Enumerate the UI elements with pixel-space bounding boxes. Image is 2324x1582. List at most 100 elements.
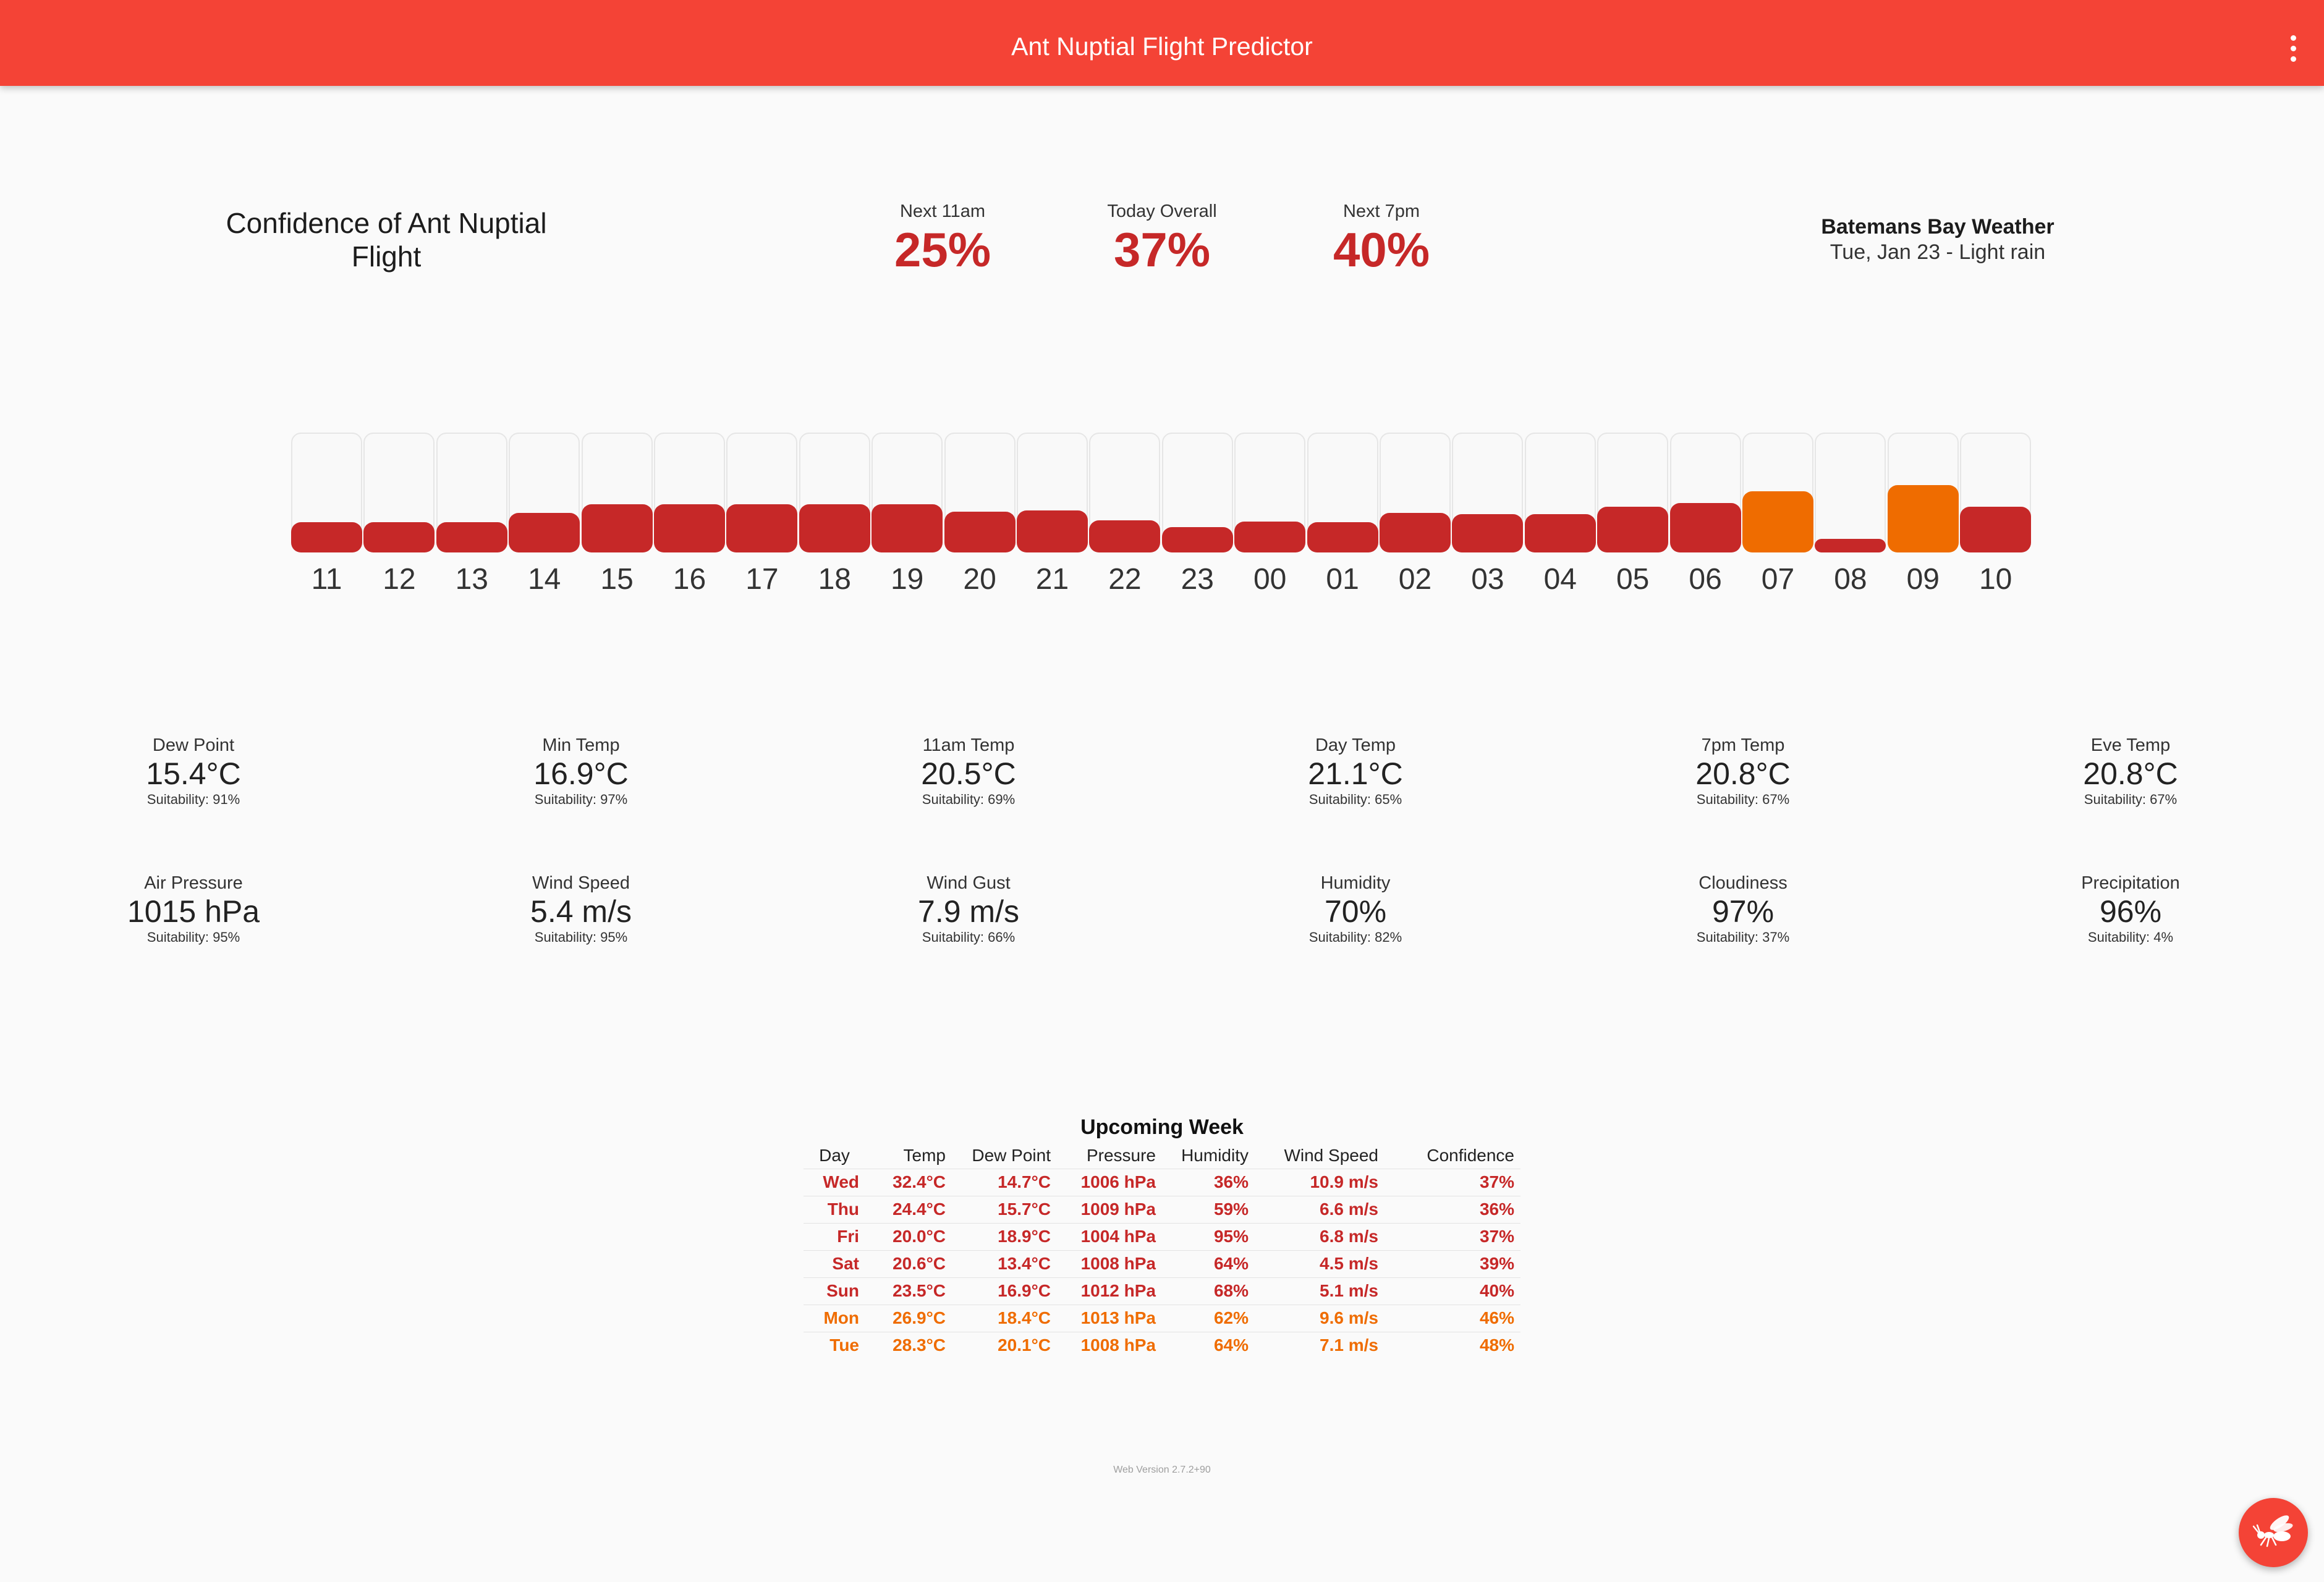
metric-next-11am: Next 11am 25% [850, 201, 1035, 277]
table-cell: 1006 hPa [1057, 1168, 1162, 1196]
stat-suitability: Suitability: 4% [2087, 929, 2174, 945]
table-cell: 6.8 m/s [1255, 1222, 1385, 1250]
hour-confidence-bar [581, 504, 653, 552]
table-row: Fri 20.0°C 18.9°C 1004 hPa 95% 6.8 m/s 37% [804, 1222, 1520, 1250]
table-cell: 62% [1162, 1304, 1255, 1332]
stat-cloudiness: Cloudiness 97% Suitability: 37% [1613, 873, 1873, 945]
stat-suitability: Suitability: 97% [534, 792, 628, 807]
table-row: Wed 32.4°C 14.7°C 1006 hPa 36% 10.9 m/s 37% [804, 1168, 1520, 1196]
stat-suitability: Suitability: 65% [1308, 792, 1402, 807]
table-cell: 13.4°C [952, 1250, 1057, 1277]
hour-label: 06 [1689, 563, 1722, 596]
more-vert-icon[interactable] [2278, 30, 2308, 67]
stat-suitability: Suitability: 91% [146, 792, 240, 807]
upcoming-week: Upcoming Week Day Temp Dew Point Pressur… [804, 1115, 1520, 1359]
stat-label: Air Pressure [144, 873, 243, 893]
table-cell: Thu [804, 1195, 865, 1223]
hour-label: 16 [672, 563, 706, 596]
stat-min-temp: Min Temp 16.9°C Suitability: 97% [451, 735, 711, 808]
stat-suitability: Suitability: 95% [534, 929, 628, 945]
hour-confidence-bar [1960, 507, 2032, 552]
app-title: Ant Nuptial Flight Predictor [1011, 32, 1313, 61]
hour-label: 12 [383, 563, 416, 596]
hour-confidence-bar [1161, 527, 1233, 552]
flying-ant-icon [2252, 1515, 2293, 1547]
table-cell: 16.9°C [952, 1277, 1057, 1305]
hour-confidence-bar [291, 522, 362, 552]
table-cell: 5.1 m/s [1255, 1277, 1385, 1305]
table-cell: 10.9 m/s [1255, 1168, 1385, 1196]
stat-value: 21.1°C [1308, 756, 1403, 791]
stat-label: Humidity [1320, 873, 1391, 893]
hour-confidence-bar [1669, 503, 1741, 552]
stat-suitability: Suitability: 37% [1696, 929, 1790, 945]
flying-ant-fab[interactable] [2239, 1498, 2308, 1567]
hour-confidence-bar [1307, 522, 1378, 552]
stat-suitability: Suitability: 95% [146, 929, 240, 945]
location-subtitle: Tue, Jan 23 - Light rain [1830, 240, 2046, 264]
version-text: Web Version 2.7.2+90 [1113, 1465, 1211, 1475]
table-cell: 1012 hPa [1057, 1277, 1162, 1305]
table-row: Mon 26.9°C 18.4°C 1013 hPa 62% 9.6 m/s 46% [804, 1304, 1520, 1332]
location-weather: Batemans Bay Weather Tue, Jan 23 - Light… [1749, 215, 2126, 264]
hour-label: 22 [1108, 563, 1142, 596]
metric-label: Today Overall [1107, 201, 1217, 221]
table-cell: Fri [804, 1222, 865, 1250]
stat-value: 70% [1324, 894, 1387, 929]
table-row: Sat 20.6°C 13.4°C 1008 hPa 64% 4.5 m/s 39% [804, 1250, 1520, 1277]
hour-confidence-bar [726, 504, 798, 552]
col-header-dew-point: Dew Point [972, 1145, 1051, 1165]
stat-wind-speed: Wind Speed 5.4 m/s Suitability: 95% [451, 873, 711, 945]
col-header-temp: Temp [903, 1145, 946, 1165]
table-cell: Tue [804, 1331, 865, 1359]
stat-suitability: Suitability: 82% [1308, 929, 1402, 945]
table-cell: 37% [1385, 1222, 1520, 1250]
table-cell: 7.1 m/s [1255, 1331, 1385, 1359]
week-table: Day Temp Dew Point Pressure Humidity Win… [804, 1143, 1520, 1359]
stat-label: 7pm Temp [1701, 735, 1785, 755]
week-title: Upcoming Week [1080, 1115, 1244, 1139]
stat-label: Precipitation [2081, 873, 2180, 893]
table-cell: 26.9°C [865, 1304, 952, 1332]
stat-value: 20.5°C [921, 756, 1016, 791]
hour-label: 13 [455, 563, 488, 596]
stat-precipitation: Precipitation 96% Suitability: 4% [2001, 873, 2260, 945]
hour-track [1815, 433, 1886, 552]
table-cell: 39% [1385, 1250, 1520, 1277]
table-cell: 64% [1162, 1250, 1255, 1277]
hour-label: 00 [1253, 563, 1287, 596]
table-cell: 59% [1162, 1195, 1255, 1223]
stat-humidity: Humidity 70% Suitability: 82% [1226, 873, 1485, 945]
hour-label: 09 [1906, 563, 1940, 596]
stat-wind-gust: Wind Gust 7.9 m/s Suitability: 66% [839, 873, 1098, 945]
table-cell: 18.4°C [952, 1304, 1057, 1332]
hour-confidence-bar [1742, 491, 1813, 552]
table-cell: 68% [1162, 1277, 1255, 1305]
stat-label: 11am Temp [922, 735, 1015, 755]
table-cell: 1004 hPa [1057, 1222, 1162, 1250]
hour-confidence-bar [799, 504, 870, 552]
stat-7pm-temp: 7pm Temp 20.8°C Suitability: 67% [1613, 735, 1873, 808]
table-cell: 37% [1385, 1168, 1520, 1196]
hour-label: 01 [1326, 563, 1359, 596]
stat-value: 15.4°C [146, 756, 241, 791]
table-cell: 64% [1162, 1331, 1255, 1359]
hour-confidence-bar [872, 504, 943, 552]
hour-label: 23 [1181, 563, 1214, 596]
table-cell: 46% [1385, 1304, 1520, 1332]
table-cell: 1009 hPa [1057, 1195, 1162, 1223]
table-cell: 20.6°C [865, 1250, 952, 1277]
stat-label: Dew Point [152, 735, 235, 755]
stat-label: Eve Temp [2090, 735, 2171, 755]
stat-value: 96% [2099, 894, 2162, 929]
stat-label: Wind Speed [532, 873, 630, 893]
table-cell: Sat [804, 1250, 865, 1277]
app-bar: Ant Nuptial Flight Predictor [0, 0, 2324, 86]
col-header-day: Day [819, 1145, 850, 1165]
table-cell: 6.6 m/s [1255, 1195, 1385, 1223]
metric-today-overall: Today Overall 37% [1069, 201, 1255, 277]
stat-value: 16.9°C [533, 756, 629, 791]
hour-label: 20 [963, 563, 996, 596]
hour-confidence-bar [1887, 485, 1959, 552]
table-cell: 4.5 m/s [1255, 1250, 1385, 1277]
